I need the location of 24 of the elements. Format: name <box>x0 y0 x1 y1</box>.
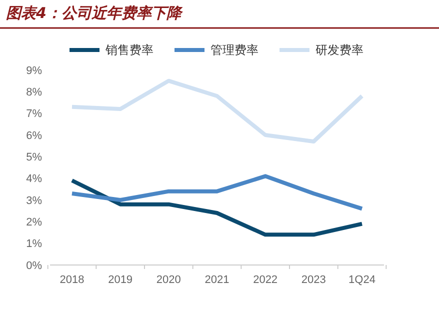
x-tick-label: 2020 <box>156 274 181 286</box>
y-tick-label: 5% <box>26 152 42 164</box>
y-tick-label: 1% <box>26 238 42 250</box>
x-tick-label: 2021 <box>204 274 230 286</box>
y-tick-label: 6% <box>26 130 42 142</box>
line-series <box>70 178 364 237</box>
legend-label: 销售费率 <box>104 43 154 58</box>
x-tick-label: 2019 <box>108 274 133 286</box>
x-tick-label: 2022 <box>253 274 278 286</box>
line-series <box>70 174 364 211</box>
y-tick-label: 3% <box>26 194 42 207</box>
y-tick-label: 2% <box>26 216 42 229</box>
y-tick-label: 0% <box>26 260 42 272</box>
y-tick-label: 4% <box>26 173 42 186</box>
chart-title: 图表4：公司近年费率下降 <box>6 4 184 22</box>
y-tick-label: 8% <box>26 86 42 99</box>
legend-label: 研发费率 <box>316 43 364 58</box>
legend-label: 管理费率 <box>210 43 258 58</box>
y-tick-label: 7% <box>26 108 42 120</box>
line-series <box>70 78 364 144</box>
x-tick-label: 1Q24 <box>348 274 376 286</box>
y-tick-label: 9% <box>26 64 42 77</box>
x-tick-label: 2023 <box>301 274 326 286</box>
x-tick-label: 2018 <box>60 274 84 286</box>
